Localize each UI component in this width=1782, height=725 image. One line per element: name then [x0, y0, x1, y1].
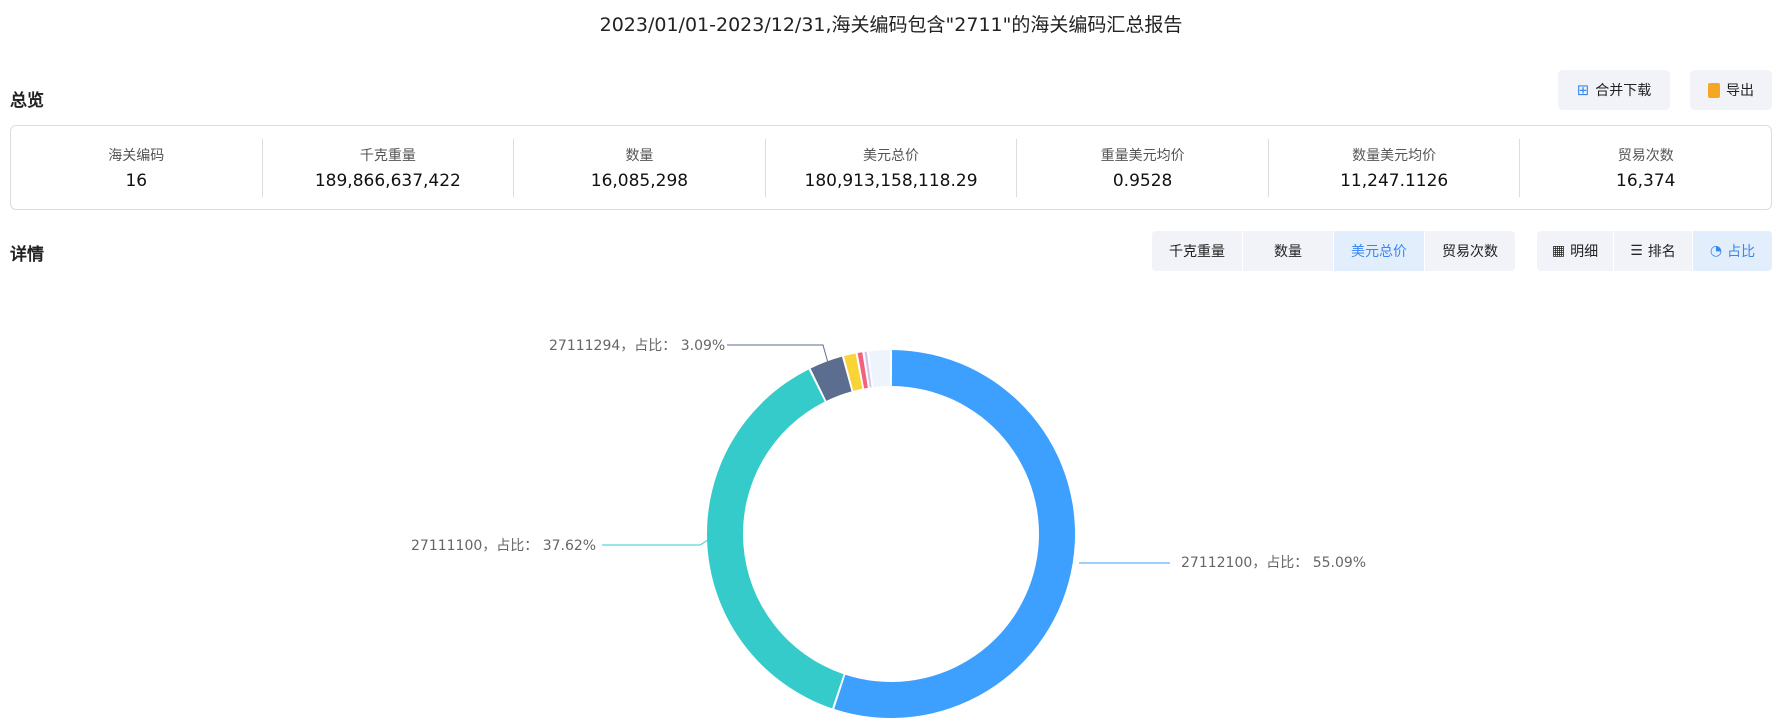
metric-tab-weight[interactable]: 千克重量	[1152, 231, 1243, 271]
view-share-label: 占比	[1727, 244, 1756, 260]
stat-label: 美元总价	[863, 147, 920, 164]
export-label: 导出	[1726, 83, 1754, 99]
export-button[interactable]: 导出	[1690, 70, 1772, 110]
stat-value: 16	[125, 170, 148, 191]
stat-value: 189,866,637,422	[314, 170, 461, 191]
view-ranking-label: 排名	[1647, 244, 1676, 260]
details-heading: 详情	[10, 245, 44, 265]
stat-2: 数量 16,085,298	[514, 138, 766, 197]
stat-3: 美元总价 180,913,158,118.29	[766, 138, 1018, 197]
stat-6: 贸易次数 16,374	[1520, 139, 1771, 197]
summary-panel: 海关编码 16 千克重量 189,866,637,422 数量 16,085,298 美元总…	[10, 125, 1772, 210]
slice-label-27111294: 27111294，占比： 3.09%	[549, 338, 726, 354]
metric-tab-trade-count[interactable]: 贸易次数	[1442, 244, 1498, 260]
slice-label-27112100: 27112100，占比： 55.09%	[1181, 555, 1367, 571]
view-detail-label: 明细	[1570, 244, 1599, 260]
merge-download-button[interactable]: ⊞ 合并下载	[1558, 70, 1670, 110]
slice-label-27111100: 27111100，占比： 37.62%	[411, 538, 597, 554]
overview-heading: 总览	[10, 91, 44, 111]
stat-value: 16,374	[1616, 170, 1676, 191]
view-tab-ranking[interactable]: ☰ 排名	[1614, 231, 1693, 271]
stat-label: 千克重量	[359, 147, 416, 164]
stat-label: 海关编码	[108, 147, 165, 164]
merge-download-label: 合并下载	[1595, 83, 1652, 99]
stat-label: 重量美元均价	[1100, 147, 1185, 164]
stat-value: 11,247.1126	[1340, 170, 1449, 191]
stat-label: 数量美元均价	[1352, 147, 1437, 164]
grid-icon: ⊞	[1576, 81, 1590, 99]
view-tab-detail[interactable]: ▦ 明细	[1537, 231, 1614, 271]
donut-slice-other-4[interactable]	[857, 352, 868, 389]
stat-value: 0.9528	[1112, 170, 1173, 191]
donut-icon: ◔	[1709, 243, 1723, 259]
leader-27111100	[602, 539, 709, 546]
donut-slice-27112100[interactable]	[834, 350, 1075, 718]
stat-label: 贸易次数	[1617, 147, 1674, 164]
donut-slice-other-6[interactable]	[869, 350, 891, 388]
export-file-icon	[1708, 82, 1720, 98]
stat-5: 数量美元均价 11,247.1126	[1269, 138, 1521, 197]
report-title: 2023/01/01-2023/12/31,海关编码包含"2711"的海关编码汇…	[599, 14, 1183, 36]
metric-tab-usd-total[interactable]: 美元总价	[1334, 231, 1425, 271]
stat-value: 16,085,298	[590, 170, 689, 191]
leader-27111294	[727, 344, 831, 371]
metric-tab-quantity[interactable]: 数量	[1243, 231, 1334, 271]
donut-slice-27111100[interactable]	[707, 369, 844, 709]
stat-label: 数量	[625, 147, 654, 164]
stat-1: 千克重量 189,866,637,422	[263, 138, 515, 197]
metric-selector: 千克重量 数量 美元总价 贸易次数	[1152, 231, 1515, 271]
table-icon: ▦	[1551, 243, 1566, 259]
stat-0: 海关编码 16	[11, 138, 263, 197]
donut-slice-27111294[interactable]	[810, 356, 852, 401]
stat-value: 180,913,158,118.29	[804, 170, 978, 191]
ranking-icon: ☰	[1630, 243, 1643, 259]
stat-4: 重量美元均价 0.9528	[1017, 138, 1269, 197]
view-selector: ▦ 明细 ☰ 排名 ◔ 占比	[1537, 231, 1772, 271]
donut-slice-other-5[interactable]	[864, 351, 872, 388]
donut-slice-other-3[interactable]	[844, 353, 863, 391]
view-tab-share[interactable]: ◔ 占比	[1693, 231, 1772, 271]
